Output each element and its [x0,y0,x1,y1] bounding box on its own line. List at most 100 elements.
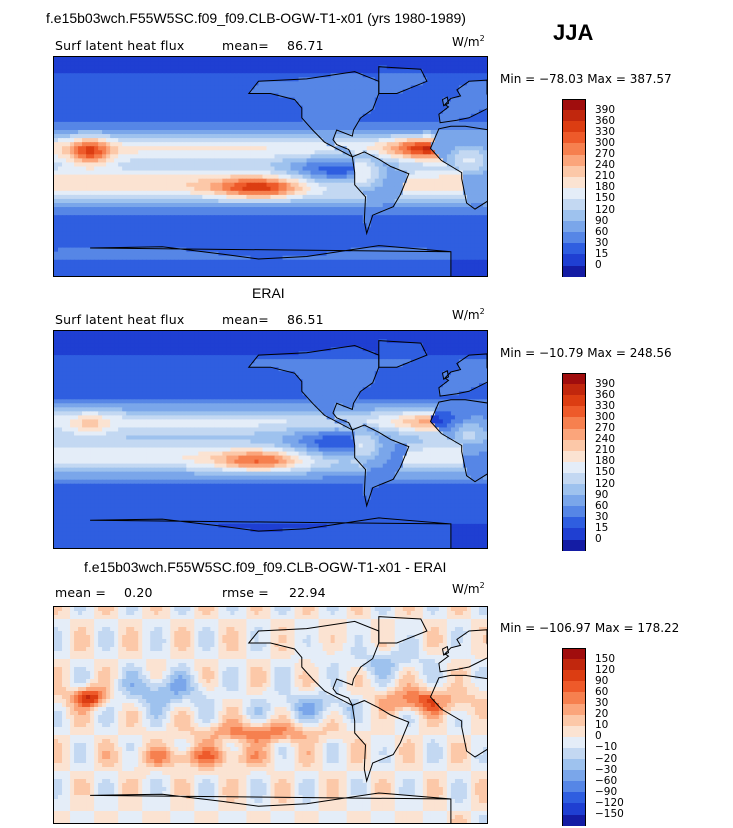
colorbar-swatch [562,406,586,418]
colorbar-swatch [562,803,586,815]
colorbar-swatch [562,198,586,211]
colorbar-swatch [562,395,586,407]
colorbar-label: 30 [595,697,609,709]
colorbar-label: 270 [595,422,616,434]
colorbar-label: 90 [595,488,609,501]
coastline [247,344,380,432]
colorbar-swatch [562,517,586,529]
panel2-map [53,330,488,549]
colorbar-swatch [562,187,586,200]
panel3-units: W/m2 [452,581,485,596]
colorbar-swatch [562,681,586,693]
colorbar-label: −20 [595,752,618,765]
colorbar-swatch [562,770,586,782]
panel1-min-max: Min = −78.03 Max = 387.57 [500,72,672,86]
panel1-title: f.e15b03wch.F55W5SC.f09_f09.CLB-OGW-T1-x… [46,10,466,26]
coastline [441,645,450,656]
colorbar-swatch [562,484,586,496]
colorbar-label: 210 [595,444,616,457]
colorbar-swatch [562,384,586,396]
colorbar-label: 120 [595,477,616,490]
colorbar-label: 330 [595,399,616,412]
colorbar-swatch [562,110,586,122]
colorbar-swatch [562,759,586,771]
colorbar-label: 180 [595,181,616,194]
colorbar-swatch [562,176,586,189]
coastline [378,340,428,368]
coastline [429,399,487,483]
coastline [351,151,410,236]
panel1-units: W/m2 [452,34,485,49]
colorbar-swatch [562,154,586,167]
panel3-rmse-value: 22.94 [289,585,326,600]
coastline [429,125,487,210]
colorbar-swatch [562,461,586,474]
colorbar-label: 15 [595,247,609,260]
colorbar-label: 10 [595,719,609,732]
colorbar-swatch [562,232,586,244]
panel1-mean-value: 86.71 [287,38,324,53]
coastline [90,792,452,823]
colorbar-label: 330 [595,125,616,138]
colorbar-swatch [562,99,586,111]
panel3-mean-value: 0.20 [124,585,153,600]
panel2-units: W/m2 [452,307,485,322]
coastline [90,245,452,276]
colorbar-label: 270 [595,148,616,160]
colorbar-swatch [562,792,586,804]
colorbar-swatch [562,670,586,682]
colorbar-swatch [562,714,586,727]
panel3-rmse-label: rmse = [222,585,269,600]
colorbar-swatch [562,692,586,704]
colorbar-label: 90 [595,674,609,687]
panel3-min-max: Min = −106.97 Max = 178.22 [500,621,680,635]
colorbar-label: 150 [595,192,616,205]
colorbar-swatch [562,243,586,255]
colorbar-label: 240 [595,159,616,172]
colorbar-label: −60 [595,774,618,787]
colorbar-swatch [562,417,586,429]
colorbar-label: −30 [595,763,618,776]
coastline [351,424,410,508]
colorbar-swatch [562,132,586,144]
colorbar-label: 0 [595,259,602,271]
panel3-title: f.e15b03wch.F55W5SC.f09_f09.CLB-OGW-T1-x… [84,559,447,575]
colorbar-swatch [562,121,586,133]
colorbar-swatch [562,210,586,222]
colorbar-swatch [562,428,586,441]
colorbar-swatch [562,373,586,385]
coastline [378,66,428,94]
coastline [438,629,487,673]
colorbar-swatch [562,747,586,760]
panel3-mean-label: mean = [55,585,107,600]
colorbar-label: 20 [595,708,609,721]
colorbar-swatch [562,221,586,233]
colorbar-label: 30 [595,510,609,523]
colorbar-swatch [562,495,586,507]
panel1-map [53,56,488,277]
coastline [90,517,452,548]
colorbar-label: 60 [595,685,609,698]
coastline [247,620,380,707]
colorbar-label: 300 [595,410,616,423]
colorbar-swatch [562,703,586,716]
colorbar-label: −90 [595,785,618,798]
colorbar-label: −120 [595,796,624,809]
colorbar-swatch [562,450,586,463]
colorbar-label: 120 [595,663,616,676]
panel2-variable: Surf latent heat flux [55,312,185,327]
colorbar-label: 180 [595,455,616,468]
coastline [247,71,380,158]
colorbar-swatch [562,814,586,827]
colorbar-label: 60 [595,499,609,512]
colorbar-label: 150 [595,466,616,479]
colorbar-swatch [562,439,586,452]
colorbar-label: 0 [595,533,602,545]
colorbar-swatch [562,725,586,738]
colorbar-label: −150 [595,808,624,820]
colorbar-swatch [562,648,586,660]
colorbar-label: 90 [595,214,609,227]
colorbar-label: 390 [595,103,616,116]
colorbar-label: 150 [595,652,616,665]
colorbar-swatch [562,143,586,155]
